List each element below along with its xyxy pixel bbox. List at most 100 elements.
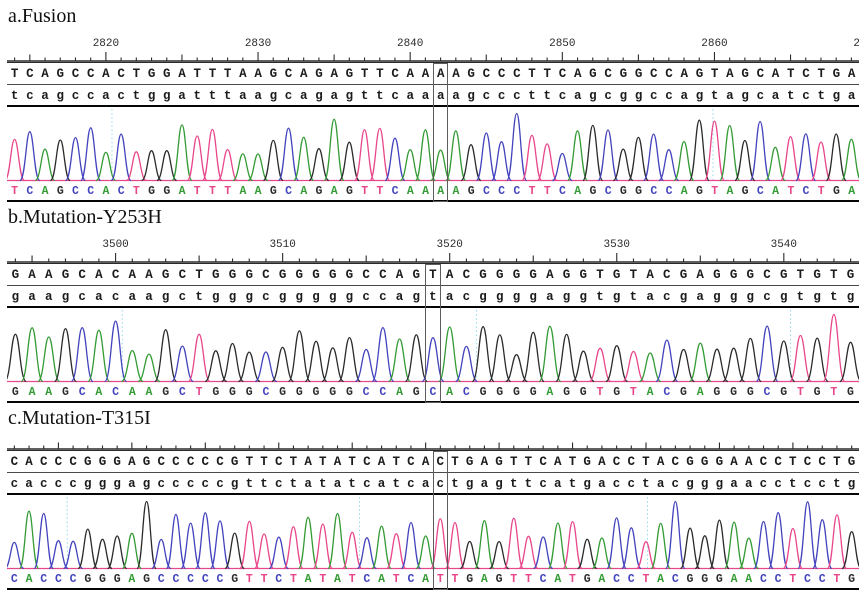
base-letter: C [71,67,80,81]
base-letter: c [650,89,658,103]
base-letter: C [363,455,371,469]
trace-peak [239,520,260,570]
base-letter: C [172,573,180,586]
base-letter: G [589,185,597,198]
base-letter: G [695,67,704,81]
base-letter: t [193,89,201,103]
trace-peak [304,340,328,383]
base-letter: C [26,185,34,198]
base-letter: G [98,455,107,469]
base-letter: c [39,477,48,491]
base-letter: A [95,386,103,399]
base-letter: G [713,268,721,282]
trace-peak [180,522,201,570]
base-letter: A [178,67,186,81]
base-letter: a [95,290,103,304]
base-letter: G [61,268,70,282]
base-letter: g [832,89,841,103]
chromatogram-trace [7,109,859,182]
base-letter: T [710,67,719,81]
trace-peak [532,536,554,570]
trace-peak [636,541,656,570]
base-letter: C [818,573,826,586]
base-letter: C [172,455,180,469]
base-letter: t [360,89,369,103]
base-letter: T [642,455,650,469]
trace-peak [388,338,412,383]
base-letter: A [254,67,262,81]
base-letter: T [568,455,577,469]
base-letter: A [445,268,454,282]
trace-peak [154,329,178,383]
base-letter: g [147,89,156,103]
base-letter: t [260,477,268,491]
base-letter: a [145,290,153,304]
base-letter: C [178,268,187,282]
trace-peak [209,520,231,570]
base-letter: g [479,290,487,304]
base-letter: a [696,290,704,304]
base-letter: g [161,290,170,304]
base-letter: T [195,386,203,399]
base-letter: C [498,185,506,198]
base-letter: T [193,185,201,198]
base-letter: c [497,89,506,103]
base-letter: T [132,67,141,81]
trace-peak [572,350,595,383]
base-letter: g [56,89,65,103]
base-letter: G [779,268,788,282]
base-letter: A [25,573,33,586]
ruler-number: 2830 [245,38,271,50]
base-letter: G [713,386,721,399]
base-letter: A [422,185,429,198]
trace-peak [384,137,406,182]
base-letter: T [224,185,232,198]
trace-peak [592,537,612,570]
base-letter: t [132,89,141,103]
position-ruler: 3500 3510 3520 3530 3540 [7,239,859,263]
trace-peak [170,345,194,383]
base-letter: A [730,573,738,586]
base-letter: g [583,477,591,491]
trace-peak [688,342,712,383]
base-letter: A [696,268,704,282]
base-letter: C [763,268,771,282]
base-letter: G [583,455,591,469]
base-letter: T [361,185,369,198]
base-letter: C [275,573,283,586]
trace-peak [490,141,513,182]
trace-peak [840,138,859,182]
base-letter: G [729,268,738,282]
base-letter: A [848,185,856,198]
trace-peak [826,514,848,570]
base-letter: G [563,386,570,399]
trace-peak [137,353,161,383]
base-letter: A [41,185,49,198]
base-letter: T [11,185,19,198]
base-letter: A [406,67,415,81]
trace-peak [312,523,334,570]
base-letter: A [304,455,312,469]
base-letter: a [304,477,312,491]
trace-peak [430,149,451,182]
panel-title: a.Fusion [8,5,77,27]
base-letter: G [113,455,121,469]
base-letter: C [650,67,658,81]
trace-peak [151,538,172,570]
base-letter: T [642,573,650,586]
base-letter: A [422,573,430,586]
base-letter: G [619,67,628,81]
base-letter: C [802,185,810,198]
trace-peak [106,535,128,570]
base-letter: C [663,268,671,282]
base-letter: G [269,185,277,198]
base-letter: A [446,386,454,399]
trace-peak [369,127,391,182]
base-letter: g [846,290,855,304]
base-letter: a [436,89,445,103]
base-letter: G [163,185,171,198]
base-letter: G [467,185,475,198]
base-letter: T [543,67,552,81]
